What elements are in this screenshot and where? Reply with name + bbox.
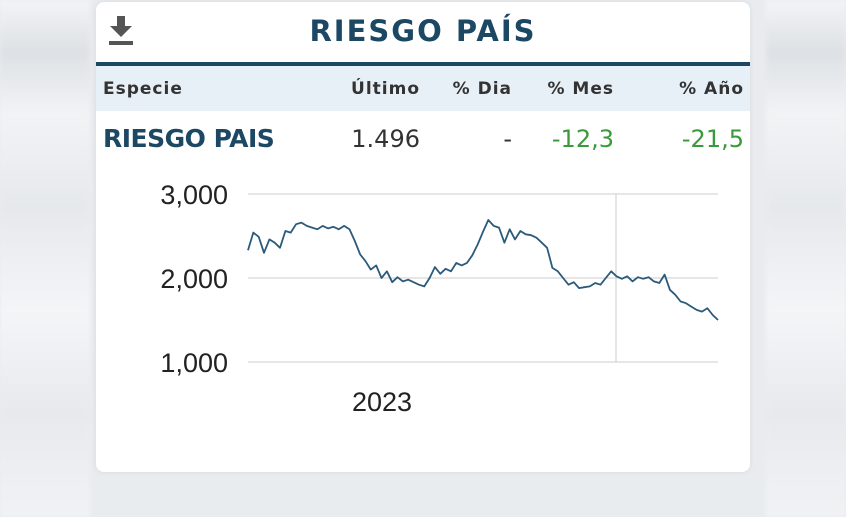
download-icon[interactable] [108, 16, 134, 46]
table-row[interactable]: RIESGO PAIS 1.496 - -12,3 -21,5 [96, 111, 750, 166]
quote-table: Especie Último % Dia % Mes % Año RIESGO … [96, 66, 750, 166]
price-chart[interactable]: 3,000 2,000 1,000 2023 [96, 166, 750, 436]
cell-ultimo: 1.496 [351, 124, 420, 153]
header-especie: Especie [96, 66, 304, 111]
table-header-row: Especie Último % Dia % Mes % Año [96, 66, 750, 111]
background-panel-left [0, 0, 90, 517]
y-tick-label: 1,000 [160, 348, 228, 378]
cell-mes: -12,3 [551, 124, 614, 153]
y-tick-label: 3,000 [160, 180, 228, 210]
y-axis-ticks: 3,000 2,000 1,000 [160, 180, 228, 378]
y-tick-label: 2,000 [160, 264, 228, 294]
cell-dia: - [503, 124, 512, 153]
x-tick-label: 2023 [352, 387, 412, 417]
series-line[interactable] [247, 219, 719, 321]
header-anio: % Año [620, 66, 750, 111]
header-mes: % Mes [518, 66, 620, 111]
header-ultimo: Último [304, 66, 426, 111]
header-dia: % Dia [426, 66, 518, 111]
cell-especie[interactable]: RIESGO PAIS [103, 124, 275, 153]
riesgo-pais-widget: RIESGO PAÍS Especie Último % Dia % Mes %… [96, 2, 750, 472]
widget-title: RIESGO PAÍS [309, 14, 537, 48]
background-panel-right [766, 0, 846, 517]
chart-svg[interactable]: 3,000 2,000 1,000 2023 [96, 166, 750, 436]
widget-header: RIESGO PAÍS [96, 2, 750, 66]
cell-anio: -21,5 [681, 124, 744, 153]
